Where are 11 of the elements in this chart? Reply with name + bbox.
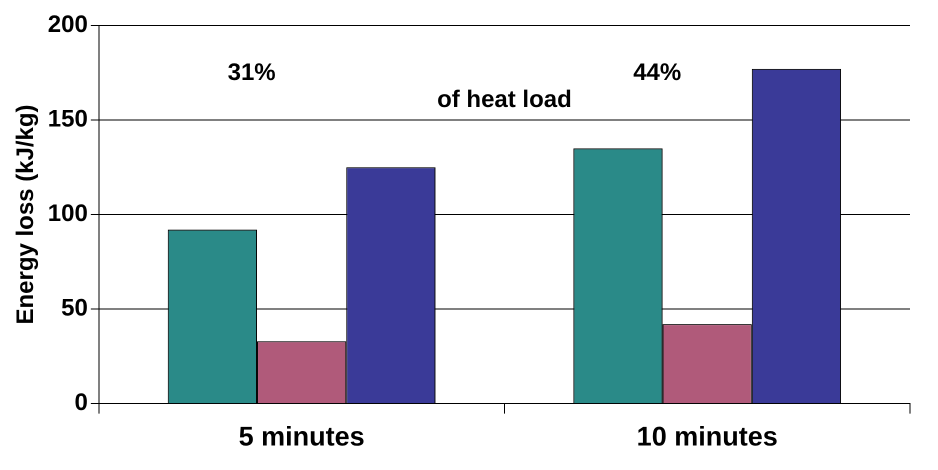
y-tick-label: 0: [74, 389, 88, 416]
x-tick-label: 10 minutes: [636, 421, 778, 452]
y-tick-label: 50: [61, 294, 88, 322]
annotation: 44%: [633, 59, 682, 86]
y-axis-title: Energy loss (kJ/kg): [12, 104, 40, 325]
x-tick-label: 5 minutes: [238, 421, 365, 452]
annotation: 31%: [228, 59, 276, 86]
y-tick-label: 150: [48, 106, 88, 133]
y-tick-label: 200: [48, 11, 88, 38]
annotation: of heat load: [437, 86, 572, 114]
y-tick-label: 100: [48, 200, 88, 228]
